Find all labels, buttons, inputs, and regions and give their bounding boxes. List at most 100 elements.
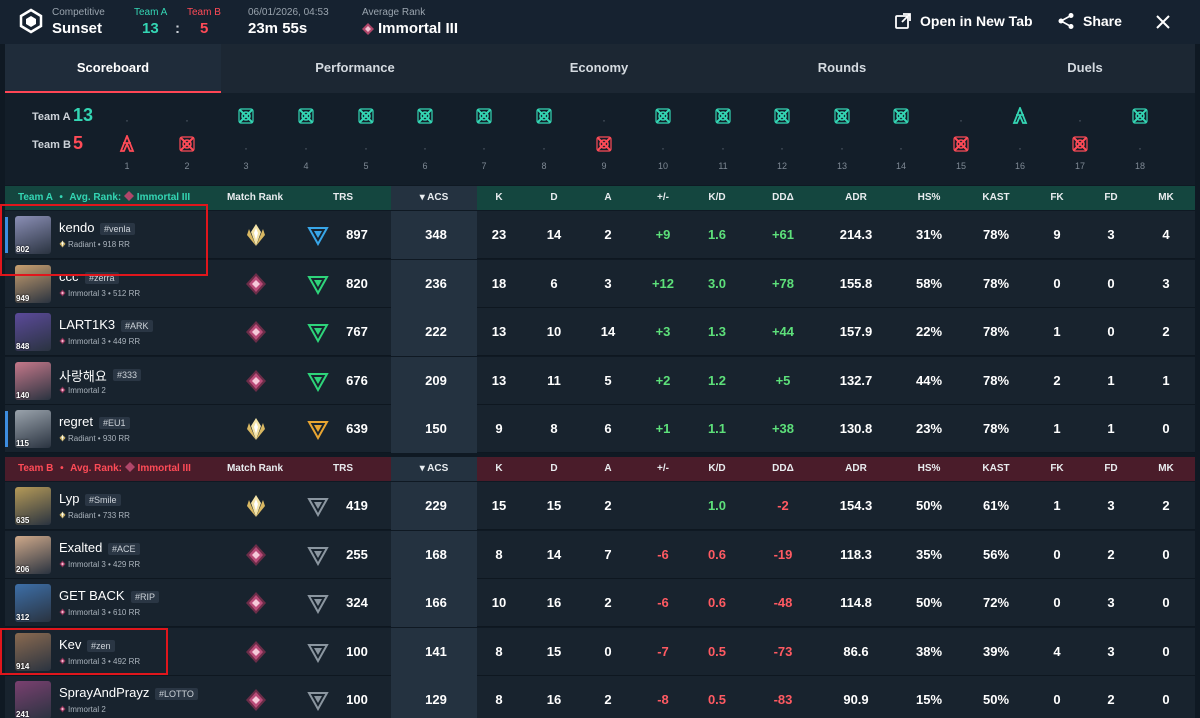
tab-duels[interactable]: Duels [1067,60,1103,75]
player-row[interactable]: 635 Lyp #Smile Radiant • 733 RR 419 229 15 15 2 1… [5,482,1195,530]
player-name[interactable]: Exalted [59,539,103,555]
col-header-d[interactable]: D [550,463,558,474]
col-header-trs[interactable]: TRS [333,463,353,474]
average-rank-block: Average Rank Immortal III [362,6,458,38]
col-header-kast[interactable]: KAST [982,192,1010,203]
round-10-icon[interactable] [654,107,672,130]
player-row[interactable]: 312 GET BACK #RIP Immortal 3 • 610 RR 324 166… [5,579,1195,628]
col-header-fk[interactable]: FK [1050,463,1064,474]
player-row[interactable]: 848 LART1K3 #ARK Immortal 3 • 449 RR 767 222 1… [5,308,1195,357]
round-13-icon[interactable] [833,107,851,130]
team-b-score: 5 [200,20,209,37]
stat-kast: 78% [982,275,1010,291]
round-4-icon[interactable] [297,107,315,130]
col-header-trs[interactable]: TRS [333,192,353,203]
stat-pm: +1 [655,421,671,437]
col-header-mk[interactable]: MK [1158,192,1174,203]
col-header-dd[interactable]: DDΔ [772,192,794,203]
col-header-k[interactable]: K [495,463,503,474]
match-rank-icon [245,417,267,441]
player-name[interactable]: ccc [59,268,79,284]
round-5-icon[interactable] [357,107,375,130]
stat-acs: 348 [425,227,447,242]
player-row[interactable]: 241 SprayAndPrayz #LOTTO Immortal 2 100 129 8 1… [5,676,1195,718]
close-icon[interactable] [1156,15,1170,29]
player-name[interactable]: SprayAndPrayz [59,685,150,701]
stat-a: 6 [604,421,612,437]
sort-desc-icon: ▾ [419,192,428,203]
round-16-icon[interactable] [1011,105,1029,130]
col-header-kd[interactable]: K/D [708,463,726,474]
open-new-tab-button[interactable]: Open in New Tab [894,12,1033,30]
col-header-d[interactable]: D [550,192,558,203]
player-row[interactable]: 914 Kev #zen Immortal 3 • 492 RR 100 141 8 15 0 -… [5,627,1195,676]
acs-column-bg [391,482,477,530]
tab-performance[interactable]: Performance [315,60,395,75]
trs-blue-tier-icon [307,227,329,247]
round-2-icon[interactable] [178,135,196,158]
stat-a: 2 [604,595,612,611]
player-name[interactable]: LART1K3 [59,317,116,333]
round-1-icon[interactable] [118,133,136,158]
player-row[interactable]: 802 kendo #venla Radiant • 918 RR 897 348 23 14… [5,211,1195,259]
elimination-icon [179,136,195,152]
player-row[interactable]: 140 사랑해요 #333 Immortal 2 676 209 13 11 5 +2 1.2 +5 1… [5,356,1195,405]
player-row[interactable]: 206 Exalted #ACE Immortal 3 • 429 RR 255 168 8… [5,530,1195,579]
round-8-number: 8 [541,161,547,171]
col-header-a[interactable]: A [604,192,612,203]
col-header-k[interactable]: K [495,192,503,203]
stat-d: 15 [546,643,562,659]
col-header-hs[interactable]: HS% [917,192,941,203]
col-header-kast[interactable]: KAST [982,463,1010,474]
tab-scoreboard[interactable]: Scoreboard [5,44,221,93]
stat-fk: 0 [1053,692,1061,708]
acs-column-bg [391,530,477,579]
tab-economy[interactable]: Economy [569,60,629,75]
player-name[interactable]: kendo [59,220,95,235]
col-header-fd[interactable]: FD [1104,192,1118,203]
elimination-icon [953,136,969,152]
round-14-icon[interactable] [892,107,910,130]
round-17-icon[interactable] [1071,135,1089,158]
round-6-icon[interactable] [416,107,434,130]
col-header-acs[interactable]: ▾ ACS [391,186,477,210]
col-header-mr[interactable]: Match Rank [226,192,284,203]
col-header-adr[interactable]: ADR [845,463,867,474]
team-a-header-title: Team A • Avg. Rank: Immortal III [18,191,191,203]
col-header-fk[interactable]: FK [1050,192,1064,203]
stat-mk: 3 [1162,275,1170,291]
col-header-mk[interactable]: MK [1158,463,1174,474]
round-18-icon[interactable] [1131,107,1149,130]
tab-rounds[interactable]: Rounds [817,60,867,75]
player-name[interactable]: regret [59,414,93,430]
col-header-hs[interactable]: HS% [917,463,941,474]
stat-acs: 166 [425,595,447,611]
col-header-acs[interactable]: ▾ ACS [391,457,477,481]
round-11-icon[interactable] [714,107,732,130]
player-name[interactable]: Kev [59,636,82,652]
player-row[interactable]: 115 regret #EU1 Radiant • 930 RR 639 150 9 8 6 +1… [5,405,1195,454]
round-12-icon[interactable] [773,107,791,130]
col-header-a[interactable]: A [604,463,612,474]
col-header-adr[interactable]: ADR [845,192,867,203]
account-level: 140 [16,390,30,400]
col-header-dd[interactable]: DDΔ [772,463,794,474]
player-name[interactable]: 사랑해요 [59,368,107,384]
player-name[interactable]: GET BACK [59,588,125,604]
col-header-fd[interactable]: FD [1104,463,1118,474]
round-3-icon[interactable] [237,107,255,130]
round-9-icon[interactable] [595,135,613,158]
share-button[interactable]: Share [1057,12,1122,30]
trs-tier-icon [307,273,329,295]
player-name[interactable]: Lyp [59,491,80,506]
stat-hs: 44% [915,372,943,388]
col-header-kd[interactable]: K/D [708,192,726,203]
round-7-icon[interactable] [475,107,493,130]
col-header-pm[interactable]: +/- [657,192,669,203]
stat-trs: 820 [346,275,368,291]
round-15-icon[interactable] [952,135,970,158]
col-header-mr[interactable]: Match Rank [226,463,284,474]
round-8-icon[interactable] [535,107,553,130]
player-row[interactable]: 949 ccc #zerra Immortal 3 • 512 RR 820 236 18 6… [5,259,1195,308]
col-header-pm[interactable]: +/- [657,463,669,474]
